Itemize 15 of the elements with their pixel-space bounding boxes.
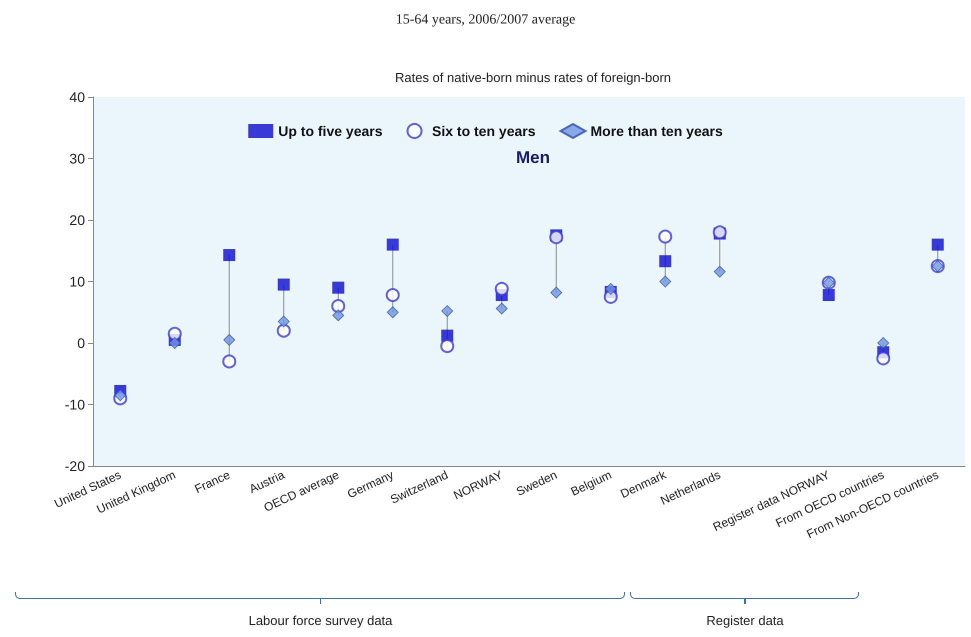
y-tick-label: -10 — [64, 396, 86, 412]
y-tick-label: 0 — [77, 335, 86, 351]
legend-label: More than ten years — [590, 123, 723, 139]
legend-label: Up to five years — [278, 123, 383, 139]
text: Register data — [705, 613, 785, 628]
text: Labour force survey data — [248, 613, 394, 628]
chart-title: 15-64 years, 2006/2007 average — [396, 12, 576, 28]
y-tick-label: 40 — [69, 89, 86, 105]
y-tick-label: 30 — [69, 150, 86, 166]
y-tick-label: 20 — [69, 212, 86, 228]
chart-subtitle: Rates of native-born minus rates of foreign-born — [394, 70, 672, 85]
legend-label: Six to ten years — [432, 123, 536, 139]
y-tick-label: 10 — [69, 274, 86, 290]
annotation: Men — [516, 148, 550, 167]
y-tick-label: -20 — [64, 458, 86, 474]
